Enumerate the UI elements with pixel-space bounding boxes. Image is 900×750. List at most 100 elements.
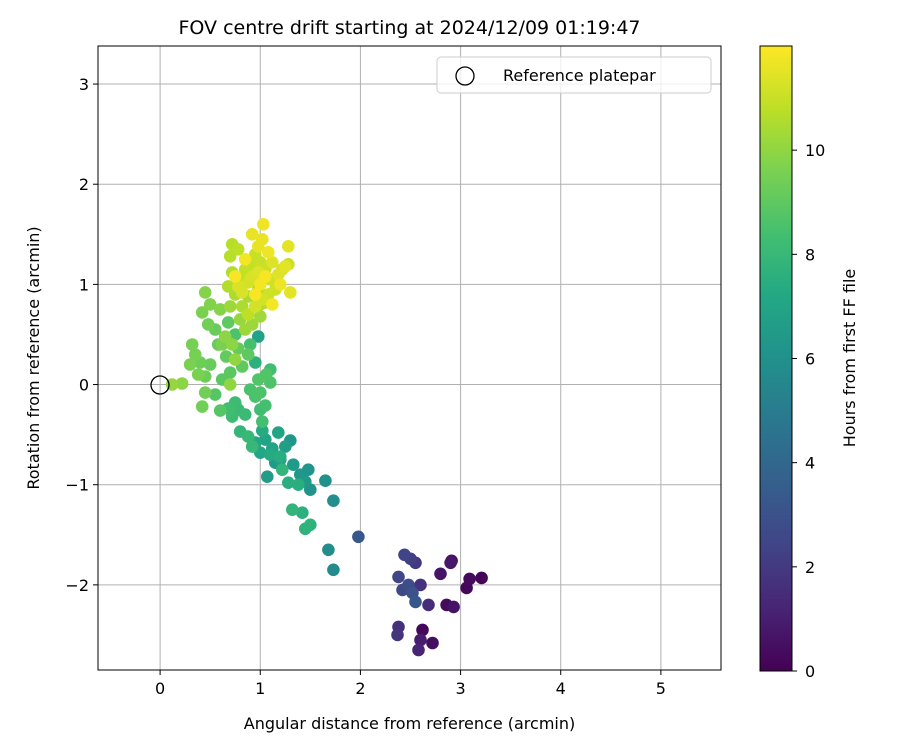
x-tick-label: 1 — [255, 679, 265, 698]
colorbar-tick-label: 6 — [805, 350, 815, 369]
data-point — [422, 598, 435, 612]
x-tick-label: 5 — [656, 679, 666, 698]
data-point — [245, 228, 259, 241]
data-point — [392, 570, 405, 584]
colorbar-gradient — [759, 45, 793, 672]
x-axis-ticks: 0 1 2 3 4 5 — [155, 670, 666, 698]
data-point — [287, 458, 300, 472]
data-point — [284, 286, 297, 299]
data-point — [255, 424, 269, 437]
data-point — [238, 252, 252, 266]
data-point — [213, 303, 227, 316]
data-point — [463, 572, 476, 586]
y-tick-label: −2 — [65, 576, 89, 595]
data-point — [251, 330, 265, 343]
data-point — [223, 378, 237, 391]
x-tick-label: 3 — [455, 679, 465, 698]
data-point — [398, 548, 411, 562]
data-point — [272, 426, 285, 439]
data-point — [243, 338, 257, 351]
data-point — [221, 316, 235, 329]
data-point — [259, 270, 272, 283]
colorbar-ticks: 0 2 4 6 8 10 — [792, 141, 825, 681]
data-point — [253, 386, 267, 399]
data-point — [327, 494, 340, 508]
data-point — [259, 399, 272, 412]
legend: Reference platepar — [436, 56, 712, 94]
data-point — [409, 595, 422, 609]
data-point — [231, 243, 245, 256]
colorbar-tick-label: 4 — [805, 454, 815, 473]
data-point — [213, 404, 227, 417]
colorbar: 0 2 4 6 8 10 Hours from first FF file — [759, 45, 859, 681]
data-point — [276, 463, 289, 477]
data-point — [279, 440, 292, 453]
data-point — [255, 415, 269, 428]
data-point — [249, 288, 262, 301]
data-point — [198, 386, 212, 399]
chart-title: FOV centre drift starting at 2024/12/09 … — [178, 17, 640, 39]
x-tick-label: 2 — [355, 679, 365, 698]
data-point — [228, 353, 242, 366]
data-point — [188, 348, 202, 361]
y-axis-label: Rotation from reference (arcmin) — [24, 226, 43, 489]
colorbar-tick-label: 10 — [805, 141, 825, 160]
data-point — [299, 522, 312, 536]
data-point — [175, 377, 189, 390]
data-point — [412, 643, 425, 657]
data-point — [223, 366, 237, 379]
data-point — [243, 383, 257, 396]
data-points — [165, 218, 488, 657]
data-point — [266, 255, 279, 269]
data-point — [203, 358, 217, 371]
data-point — [251, 373, 265, 386]
y-tick-label: 1 — [79, 275, 89, 294]
data-point — [274, 450, 287, 464]
data-point — [414, 633, 427, 647]
data-point — [296, 506, 309, 519]
data-point — [282, 476, 295, 490]
data-point — [191, 368, 205, 381]
data-point — [251, 240, 265, 253]
legend-marker-icon — [455, 66, 475, 86]
data-point — [352, 530, 365, 544]
data-point — [391, 628, 404, 642]
data-point — [444, 556, 457, 570]
reference-platepar-marker — [150, 375, 170, 395]
data-point — [203, 298, 217, 311]
data-point — [245, 440, 259, 453]
grid-lines — [98, 46, 721, 670]
data-point — [223, 300, 237, 313]
data-point — [434, 567, 447, 581]
data-point — [241, 348, 255, 361]
data-point — [221, 280, 235, 293]
y-tick-label: 3 — [79, 75, 89, 94]
data-point — [225, 338, 239, 351]
colorbar-tick-label: 0 — [805, 662, 815, 681]
data-point — [264, 448, 277, 462]
data-point — [195, 400, 209, 413]
data-point — [253, 310, 267, 323]
data-point — [262, 246, 275, 259]
data-point — [231, 280, 245, 293]
colorbar-tick-label: 8 — [805, 245, 815, 264]
y-tick-label: 0 — [79, 376, 89, 395]
y-tick-label: −1 — [65, 476, 89, 495]
data-point — [257, 218, 270, 231]
plot-frame — [97, 45, 722, 671]
data-point — [241, 430, 255, 443]
data-point — [245, 318, 259, 331]
y-tick-label: 2 — [79, 175, 89, 194]
data-point — [279, 260, 292, 273]
data-point — [416, 623, 429, 637]
x-tick-label: 4 — [556, 679, 566, 698]
data-point — [447, 600, 460, 614]
y-axis-ticks: −2 −1 0 1 2 3 — [65, 75, 98, 595]
data-point — [327, 563, 340, 577]
x-tick-label: 0 — [155, 679, 165, 698]
data-point — [292, 478, 305, 492]
data-point — [274, 278, 287, 291]
data-point — [322, 543, 335, 557]
data-point — [183, 358, 197, 371]
